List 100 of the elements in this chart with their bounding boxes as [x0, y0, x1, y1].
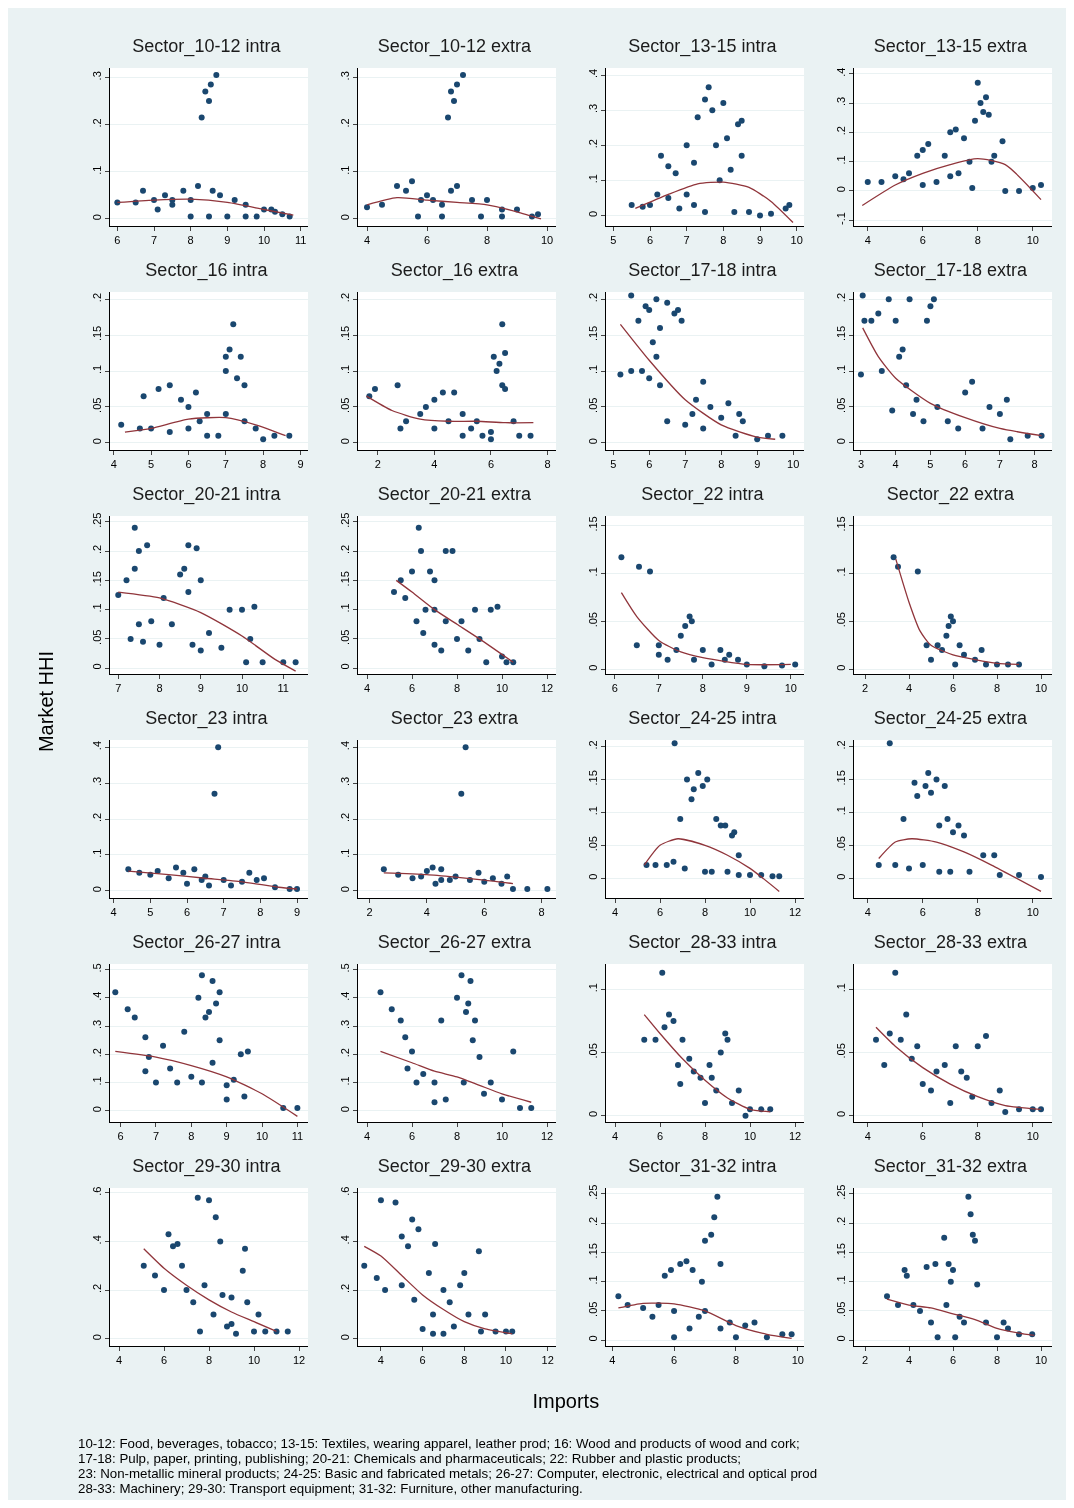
point: [677, 632, 684, 639]
chart-title: Sector_20-21 intra: [132, 484, 282, 506]
point: [955, 425, 962, 432]
point: [683, 1258, 690, 1265]
y-tick-label: .15: [338, 571, 351, 587]
point: [1002, 187, 1009, 194]
point: [517, 1104, 523, 1111]
point: [472, 606, 478, 613]
x-tick-label: 9: [754, 458, 761, 471]
point: [969, 184, 976, 191]
y-tick-label: 0: [90, 438, 103, 445]
x-tick-label: 2: [861, 1354, 869, 1367]
point: [259, 659, 266, 666]
point: [786, 201, 793, 208]
point: [985, 111, 992, 118]
chart-title: Sector_23 intra: [145, 708, 269, 730]
point: [418, 548, 424, 555]
y-tick-label: .05: [90, 397, 103, 413]
x-tick-label: 4: [892, 458, 899, 471]
point: [923, 317, 930, 324]
point: [165, 875, 172, 882]
point: [934, 1334, 941, 1341]
point: [974, 1043, 981, 1050]
point: [115, 592, 122, 598]
x-tick-label: 4: [110, 906, 117, 919]
point: [950, 1266, 956, 1273]
point: [451, 389, 458, 396]
point: [487, 1079, 494, 1086]
point: [185, 589, 192, 596]
point: [708, 868, 715, 875]
point: [215, 432, 222, 439]
y-tick-label: .3: [90, 71, 103, 81]
point: [487, 436, 494, 443]
y-tick-label: .05: [834, 612, 847, 628]
point: [524, 886, 531, 893]
point: [708, 661, 715, 668]
point: [667, 1266, 674, 1273]
point: [167, 1065, 174, 1072]
point: [483, 659, 490, 666]
point: [206, 882, 212, 889]
point: [244, 1299, 251, 1306]
point: [941, 1062, 948, 1069]
point: [923, 1264, 930, 1270]
y-tick-label: .1: [834, 983, 847, 993]
point: [211, 790, 218, 797]
point: [678, 317, 685, 324]
x-tick-label: 4: [905, 1354, 913, 1367]
point: [983, 94, 989, 101]
point: [702, 1100, 708, 1107]
x-tick-label: 4: [609, 1354, 616, 1367]
point: [391, 589, 397, 596]
x-tick-label: 7: [222, 458, 229, 471]
point: [165, 1231, 172, 1238]
point: [739, 418, 746, 425]
point: [633, 642, 640, 649]
point: [735, 871, 742, 878]
point: [727, 166, 734, 173]
point: [677, 1081, 684, 1088]
point: [371, 385, 378, 392]
y-tick-label: 0: [834, 1110, 847, 1118]
point: [679, 1036, 686, 1043]
y-tick-label: .05: [586, 836, 599, 852]
chart-title: Sector_13-15 extra: [873, 36, 1028, 58]
y-tick-label: .1: [834, 155, 847, 165]
point: [461, 1270, 468, 1277]
point: [431, 1099, 438, 1106]
y-tick-label: .1: [586, 806, 599, 816]
point: [994, 1334, 1000, 1341]
y-tick-label: .05: [338, 397, 351, 413]
point: [209, 1059, 216, 1066]
x-tick-label: 8: [205, 1354, 213, 1367]
x-tick-label: 5: [147, 906, 154, 919]
point: [460, 72, 466, 79]
y-tick-label: 0: [586, 210, 599, 217]
point: [469, 1037, 476, 1044]
point: [243, 659, 250, 666]
point: [206, 98, 212, 105]
x-tick-label: 4: [110, 458, 117, 471]
chart-title: Sector_16 extra: [390, 260, 519, 282]
line-series: [143, 1248, 278, 1333]
x-tick-label: 5: [148, 458, 155, 471]
point: [397, 1017, 404, 1024]
point: [484, 197, 490, 204]
point: [475, 1248, 482, 1255]
x-tick-label: 10: [499, 1354, 513, 1367]
chart-title: Sector_10-12 extra: [377, 36, 532, 58]
point: [978, 647, 985, 654]
point: [184, 880, 190, 887]
point: [196, 418, 203, 425]
point: [969, 1231, 976, 1238]
y-tick-label: .3: [338, 776, 351, 787]
point: [941, 783, 948, 790]
point: [222, 353, 229, 360]
point: [707, 403, 714, 410]
point: [747, 871, 753, 878]
point: [181, 1028, 188, 1035]
point: [450, 1323, 457, 1330]
point: [932, 1261, 939, 1268]
y-tick-label: .1: [338, 364, 351, 374]
point: [442, 618, 449, 625]
